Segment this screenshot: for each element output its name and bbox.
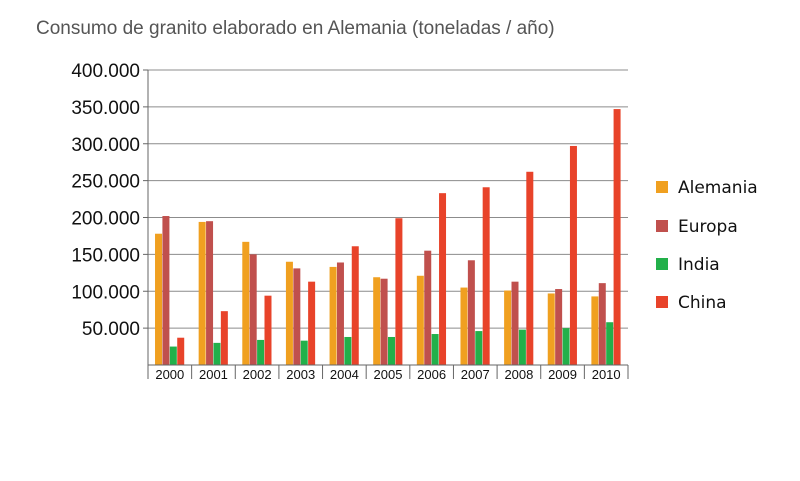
x-tick-label: 2003 [286, 367, 315, 382]
bar-alemania-2009 [547, 293, 555, 365]
y-tick-label: 300.000 [71, 135, 140, 156]
x-tick-label: 2000 [155, 367, 184, 382]
bar-china-2000 [177, 337, 185, 365]
bar-europa-2000 [162, 216, 170, 365]
bar-india-2004 [344, 336, 352, 365]
bar-alemania-2007 [460, 287, 468, 365]
bar-europa-2009 [555, 289, 563, 365]
bar-india-2007 [475, 331, 483, 365]
bar-europa-2004 [336, 262, 344, 365]
bar-alemania-2000 [155, 233, 163, 365]
chart-title: Consumo de granito elaborado en Alemania… [36, 18, 555, 39]
bar-china-2010 [613, 109, 621, 366]
x-tick-label: 2008 [504, 367, 533, 382]
bar-europa-2001 [206, 221, 214, 365]
bar-china-2004 [351, 246, 359, 365]
bar-china-2001 [220, 311, 228, 365]
bar-europa-2008 [511, 281, 519, 365]
bar-china-2003 [308, 281, 316, 365]
x-axis-ticks: 2000 2001 2002 2003 2004 2005 2006 2007 2008 2009… [147, 365, 629, 382]
x-tick-label: 2005 [374, 367, 403, 382]
bar-europa-2005 [380, 278, 388, 365]
bar-india-2000 [169, 346, 177, 365]
y-axis-ticks: 50.000 100.000 150.000 200.000 250.000 300.00… [71, 61, 148, 340]
bar-alemania-2002 [242, 241, 250, 365]
y-tick-label: 200.000 [71, 209, 140, 230]
bar-alemania-2008 [504, 290, 512, 365]
y-tick-label: 350.000 [71, 98, 140, 119]
bar-alemania-2006 [416, 275, 424, 365]
bar-europa-2006 [424, 250, 432, 365]
bar-india-2010 [606, 322, 614, 365]
y-tick-label: 150.000 [71, 245, 140, 266]
bar-alemania-2004 [329, 266, 337, 365]
bar-alemania-2005 [373, 277, 381, 365]
bar-china-2008 [526, 171, 534, 365]
legend-label-alemania: Alemania [678, 178, 758, 198]
bar-alemania-2001 [198, 221, 206, 365]
y-tick-label: 250.000 [71, 172, 140, 193]
legend-swatch-alemania [656, 181, 668, 193]
bar-europa-2007 [467, 260, 475, 365]
legend-swatch-india [656, 258, 668, 270]
bar-alemania-2003 [285, 261, 293, 365]
bar-india-2001 [213, 342, 221, 365]
x-tick-label: 2004 [330, 367, 359, 382]
x-tick-label: 2001 [199, 367, 228, 382]
y-tick-label: 100.000 [71, 282, 140, 303]
bar-india-2006 [431, 334, 439, 365]
legend: Alemania Europa India China [656, 178, 758, 313]
x-tick-label: 2002 [243, 367, 272, 382]
bar-europa-2003 [293, 268, 301, 365]
x-tick-label: 2007 [461, 367, 490, 382]
bar-india-2005 [388, 336, 395, 365]
y-tick-label: 50.000 [82, 319, 140, 340]
grid-lines [148, 69, 628, 329]
y-tick-label: 400.000 [71, 61, 140, 82]
bar-india-2003 [300, 340, 308, 365]
bar-china-2002 [264, 295, 272, 365]
legend-swatch-europa [656, 220, 668, 232]
x-tick-label: 2006 [417, 367, 446, 382]
bars [155, 109, 621, 366]
legend-label-china: China [678, 293, 727, 313]
bar-india-2002 [257, 339, 265, 365]
x-tick-label: 2010 [592, 367, 621, 382]
bar-alemania-2010 [591, 296, 599, 365]
legend-label-india: India [678, 255, 720, 275]
legend-label-europa: Europa [678, 217, 738, 237]
bar-china-2005 [395, 218, 403, 365]
bar-china-2006 [439, 193, 447, 365]
bar-india-2008 [518, 329, 526, 365]
bar-china-2009 [569, 145, 577, 365]
bar-india-2009 [562, 328, 570, 365]
bar-china-2007 [482, 187, 490, 365]
legend-swatch-china [656, 296, 668, 308]
bar-europa-2002 [249, 254, 257, 365]
bar-europa-2010 [598, 283, 606, 365]
x-tick-label: 2009 [548, 367, 577, 382]
